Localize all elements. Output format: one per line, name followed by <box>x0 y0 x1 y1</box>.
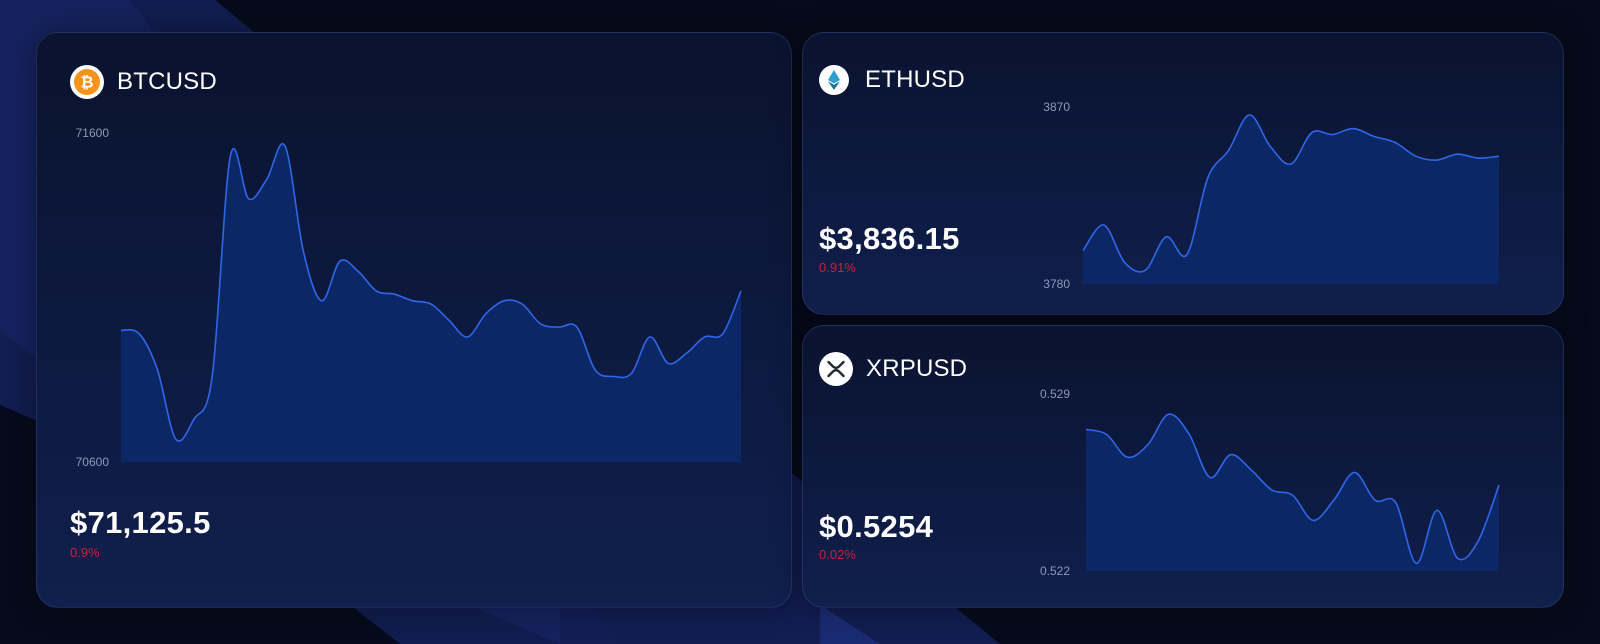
btcusd-change: 0.9% <box>70 545 100 560</box>
xrp-price-area <box>1086 414 1499 571</box>
ethereum-icon <box>819 65 849 95</box>
xrp-icon <box>819 352 853 386</box>
eth-y-tick-min: 3780 <box>1043 277 1070 291</box>
ethusd-header: ETHUSD <box>819 65 965 95</box>
btcusd-price: $71,125.5 <box>70 505 211 540</box>
eth-y-tick-max: 3870 <box>1043 100 1070 114</box>
bitcoin-icon: ₿ <box>70 65 104 99</box>
btc-price-area <box>121 143 741 462</box>
btc-y-tick-min: 70600 <box>76 455 110 469</box>
ethusd-price: $3,836.15 <box>819 221 960 256</box>
btcusd-card[interactable]: ₿ BTCUSD 71600 70600 $71,125.5 0.9% <box>36 32 792 608</box>
ethusd-price-chart: 3870 3780 <box>1043 100 1500 291</box>
eth-price-line <box>1082 114 1500 273</box>
xrpusd-header: XRPUSD <box>819 352 967 386</box>
ethusd-change: 0.91% <box>819 260 856 275</box>
eth-price-area <box>1083 114 1499 284</box>
coin-symbol: XRPUSD <box>866 355 968 382</box>
svg-text:₿: ₿ <box>80 74 93 92</box>
btcusd-price-chart: 71600 70600 <box>76 126 742 469</box>
btc-y-tick-max: 71600 <box>76 126 110 140</box>
xrpusd-price-chart: 0.529 0.522 <box>1040 387 1500 578</box>
ethusd-card[interactable]: ETHUSD 3870 3780 $3,836.15 0.91% <box>802 32 1564 315</box>
btc-price-line <box>120 142 742 442</box>
xrp-y-tick-min: 0.522 <box>1040 564 1070 578</box>
xrp-price-line <box>1085 413 1500 565</box>
coin-symbol: BTCUSD <box>117 68 217 95</box>
xrpusd-card[interactable]: XRPUSD 0.529 0.522 $0.5254 0.02% <box>802 325 1564 608</box>
btcusd-header: ₿ BTCUSD <box>70 65 217 99</box>
coin-symbol: ETHUSD <box>865 66 965 93</box>
xrpusd-price: $0.5254 <box>819 509 934 544</box>
xrp-y-tick-max: 0.529 <box>1040 387 1070 401</box>
xrpusd-change: 0.02% <box>819 547 856 562</box>
